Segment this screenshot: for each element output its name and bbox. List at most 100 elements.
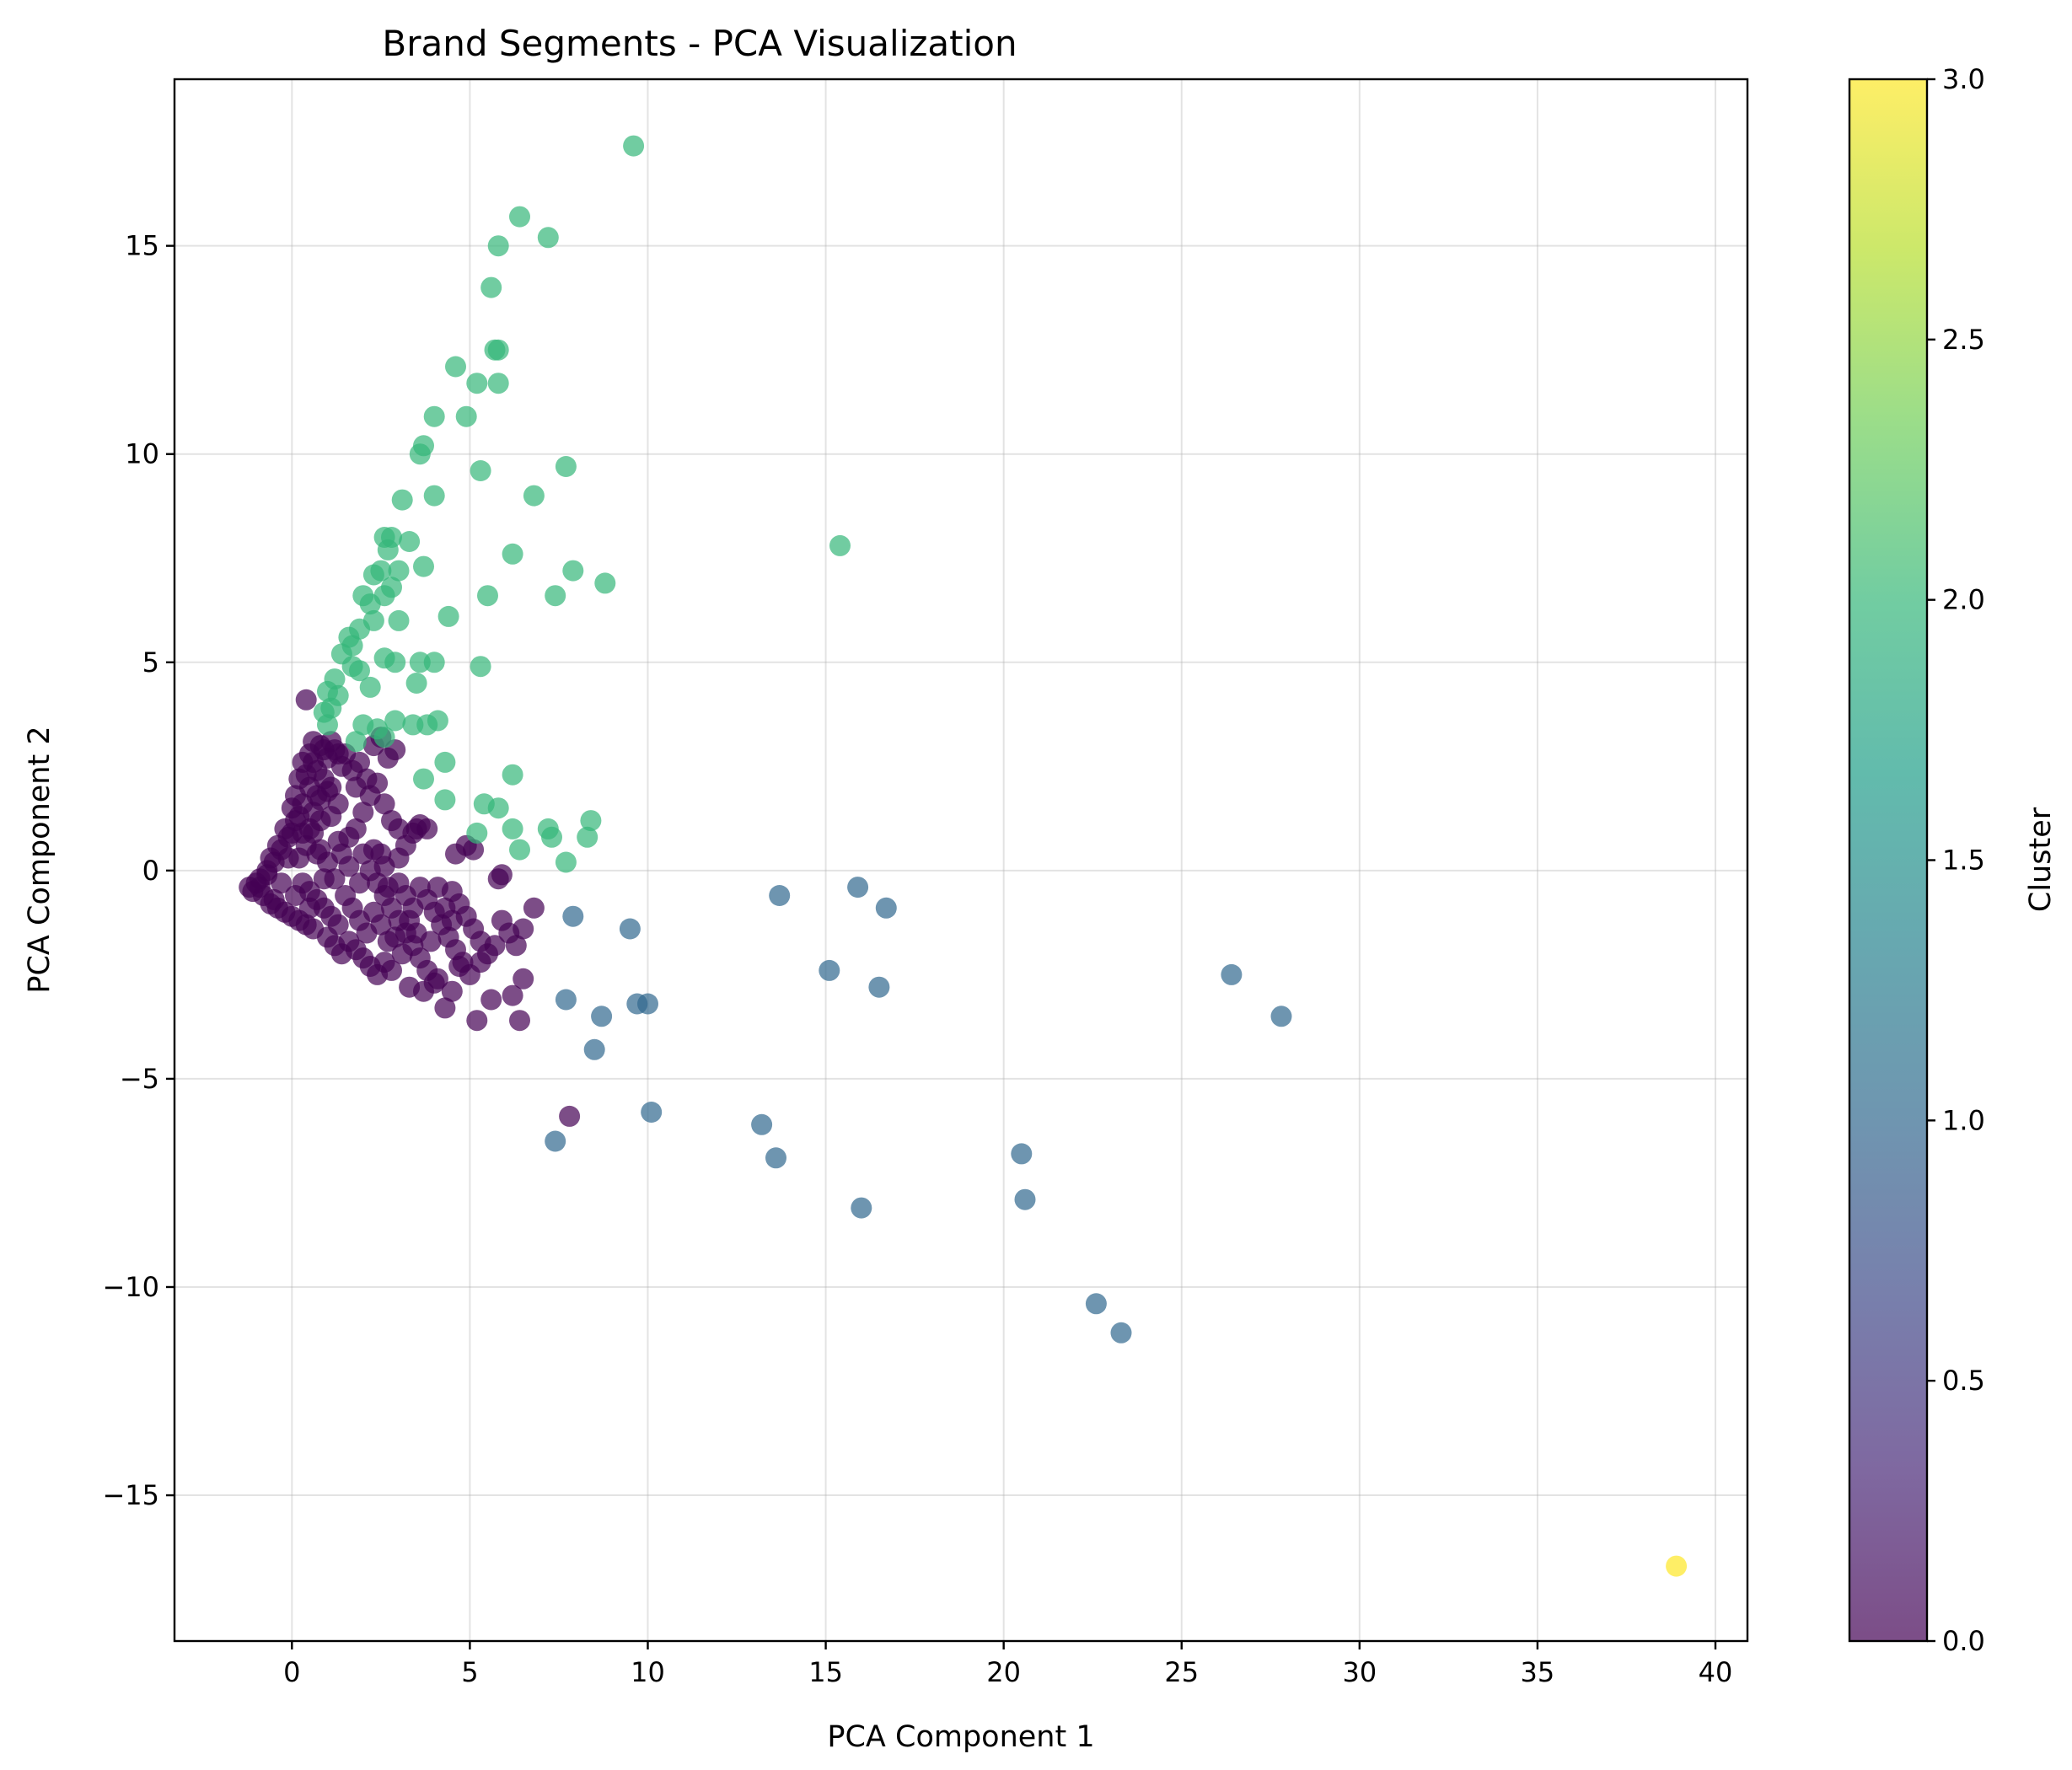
cluster-2-point — [580, 810, 602, 832]
cluster-2-point — [502, 543, 523, 565]
cluster-2-point — [388, 560, 410, 582]
x-tick-label: 25 — [1164, 1656, 1199, 1688]
cluster-1-point — [555, 989, 577, 1011]
cluster-1-point — [875, 897, 897, 919]
cluster-2-point — [502, 764, 523, 786]
cluster-0-point — [381, 959, 402, 981]
cluster-0-point — [263, 888, 285, 910]
colorbar-tick-label: 0.0 — [1942, 1625, 1985, 1657]
cluster-2-point — [373, 727, 395, 748]
y-tick-label: −10 — [102, 1271, 159, 1303]
cluster-1-point — [868, 976, 890, 998]
cluster-1-point — [1014, 1188, 1036, 1210]
colorbar — [1849, 79, 1927, 1641]
cluster-2-point — [545, 585, 566, 607]
cluster-0-point — [502, 984, 523, 1006]
cluster-2-point — [409, 443, 431, 465]
cluster-1-point — [562, 905, 584, 927]
cluster-2-point — [502, 818, 523, 839]
cluster-1-point — [847, 877, 869, 898]
cluster-1-point — [1110, 1322, 1132, 1344]
cluster-0-point — [405, 818, 427, 839]
cluster-2-point — [509, 839, 530, 861]
cluster-2-point — [384, 710, 406, 732]
cluster-0-point — [370, 843, 392, 865]
cluster-0-point — [256, 860, 278, 882]
colorbar-tick-label: 2.5 — [1942, 324, 1985, 356]
cluster-0-point — [470, 952, 491, 974]
cluster-1-point — [751, 1113, 773, 1135]
cluster-0-point — [338, 856, 360, 877]
cluster-2-point — [487, 797, 509, 819]
cluster-2-point — [487, 339, 509, 361]
x-tick-label: 40 — [1699, 1656, 1733, 1688]
cluster-0-point — [327, 743, 349, 764]
cluster-2-point — [427, 710, 448, 732]
cluster-1-point — [583, 1038, 605, 1060]
cluster-0-point — [484, 935, 506, 957]
data-points — [239, 135, 1688, 1577]
cluster-2-point — [523, 485, 545, 507]
colorbar-tick-label: 1.5 — [1942, 845, 1985, 877]
x-tick-label: 5 — [461, 1656, 478, 1688]
cluster-2-point — [555, 456, 577, 477]
cluster-0-point — [317, 780, 338, 802]
cluster-0-point — [505, 935, 527, 957]
cluster-0-point — [320, 806, 342, 828]
cluster-1-point — [591, 1006, 613, 1027]
cluster-0-point — [391, 943, 413, 965]
cluster-0-point — [349, 751, 370, 773]
cluster-0-point — [295, 689, 317, 711]
cluster-2-point — [541, 826, 562, 848]
x-tick-label: 30 — [1342, 1656, 1377, 1688]
cluster-2-point — [562, 560, 584, 582]
cluster-1-point — [637, 993, 658, 1015]
cluster-1-point — [641, 1102, 663, 1123]
cluster-0-point — [513, 968, 534, 990]
cluster-0-point — [281, 822, 303, 844]
cluster-2-point — [480, 276, 502, 298]
cluster-0-point — [491, 864, 513, 886]
cluster-2-point — [470, 656, 491, 678]
cluster-0-point — [441, 980, 463, 1002]
cluster-2-point — [466, 822, 488, 844]
cluster-2-point — [384, 652, 406, 673]
x-tick-label: 35 — [1521, 1656, 1555, 1688]
cluster-2-point — [594, 572, 616, 594]
cluster-0-point — [349, 872, 370, 894]
cluster-2-point — [345, 731, 367, 753]
cluster-2-point — [423, 485, 445, 507]
cluster-2-point — [317, 714, 338, 736]
cluster-2-point — [391, 489, 413, 511]
cluster-0-point — [306, 843, 328, 865]
cluster-2-point — [423, 652, 445, 673]
y-tick-label: −15 — [102, 1479, 159, 1511]
cluster-2-point — [434, 789, 456, 811]
cluster-2-point — [399, 531, 421, 552]
cluster-1-point — [1270, 1006, 1292, 1027]
colorbar-ticks: 0.0 0.5 1.0 1.5 2.0 2.5 3.0 — [1927, 63, 1985, 1657]
cluster-2-point — [829, 534, 851, 556]
cluster-2-point — [434, 751, 456, 773]
cluster-0-point — [367, 772, 389, 794]
cluster-0-point — [345, 776, 367, 798]
cluster-2-point — [445, 356, 466, 378]
cluster-3-point — [1666, 1555, 1688, 1577]
cluster-2-point — [437, 605, 459, 627]
colorbar-tick-label: 3.0 — [1942, 63, 1985, 95]
cluster-2-point — [359, 593, 381, 615]
cluster-2-point — [413, 768, 434, 790]
cluster-0-point — [373, 793, 395, 815]
colorbar-tick-label: 2.0 — [1942, 584, 1985, 616]
cluster-1-point — [819, 959, 840, 981]
cluster-0-point — [285, 885, 306, 906]
x-tick-label: 10 — [631, 1656, 665, 1688]
y-tick-label: 0 — [142, 855, 159, 887]
x-tick-label: 15 — [808, 1656, 843, 1688]
chart-title: Brand Segments - PCA Visualization — [382, 23, 1017, 64]
y-tick-label: 5 — [142, 646, 159, 678]
cluster-1-point — [1085, 1293, 1107, 1315]
y-axis-ticks: −15 −10 −5 0 5 10 15 — [102, 230, 174, 1511]
cluster-2-point — [455, 405, 477, 427]
cluster-0-point — [420, 931, 442, 952]
